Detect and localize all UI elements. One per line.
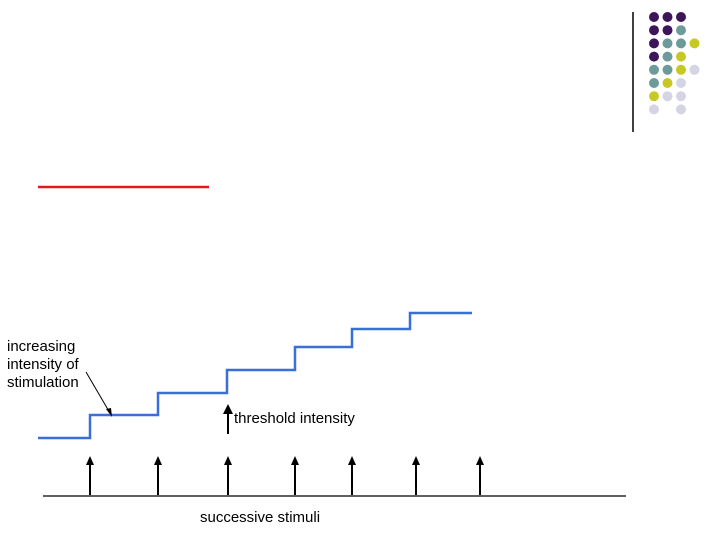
stimulus-arrow (86, 456, 94, 495)
decor-dot-teal (662, 38, 673, 49)
increasing-intensity-label: increasing intensity of stimulation (7, 338, 79, 392)
decor-dot-lavender (689, 64, 700, 75)
decor-dot-yellow (649, 91, 659, 102)
decor-dot-yellow (689, 38, 700, 49)
decor-dot-purple (649, 12, 659, 22)
decor-dot-yellow (676, 51, 686, 62)
increasing-label-line-2: intensity of (7, 356, 79, 373)
stimulus-arrows (86, 456, 484, 495)
stimulus-arrow (224, 456, 232, 495)
staircase-response-line (38, 311, 472, 440)
decor-dot-yellow (662, 78, 673, 88)
stimulus-arrow (412, 456, 420, 495)
threshold-intensity-label: threshold intensity (234, 410, 355, 427)
decor-dot-purple (649, 25, 659, 36)
decor-dot-teal (662, 64, 673, 75)
decor-dot-yellow (676, 64, 686, 75)
increasing-label-line-3: stimulation (7, 374, 79, 391)
stimulus-arrow (291, 456, 299, 495)
label-pointer-arrowhead (106, 408, 112, 417)
successive-stimuli-label: successive stimuli (200, 509, 321, 526)
decor-dot-purple (649, 38, 659, 49)
decor-dot-teal (649, 64, 659, 75)
decor-dot-lavender (662, 91, 673, 102)
threshold-arrow (223, 404, 233, 434)
decor-dot-teal (649, 78, 659, 88)
stimulus-arrow (476, 456, 484, 495)
decor-dot-purple (662, 25, 673, 36)
decor-dot-teal (676, 25, 686, 36)
decor-dot-purple (649, 51, 659, 62)
decor-dot-teal (676, 38, 686, 49)
stimulus-arrow (154, 456, 162, 495)
decorative-dot-grid (649, 12, 700, 115)
decor-dot-lavender (649, 104, 659, 115)
label-pointer-line (85, 371, 111, 414)
decor-dot-teal (662, 51, 673, 62)
decor-dot-purple (676, 12, 686, 22)
decor-dot-lavender (676, 104, 686, 115)
increasing-label-line-1: increasing (7, 338, 76, 355)
decor-dot-purple (662, 12, 673, 22)
decor-dot-lavender (676, 91, 686, 102)
stimulus-arrow (348, 456, 356, 495)
decor-dot-lavender (676, 78, 686, 88)
